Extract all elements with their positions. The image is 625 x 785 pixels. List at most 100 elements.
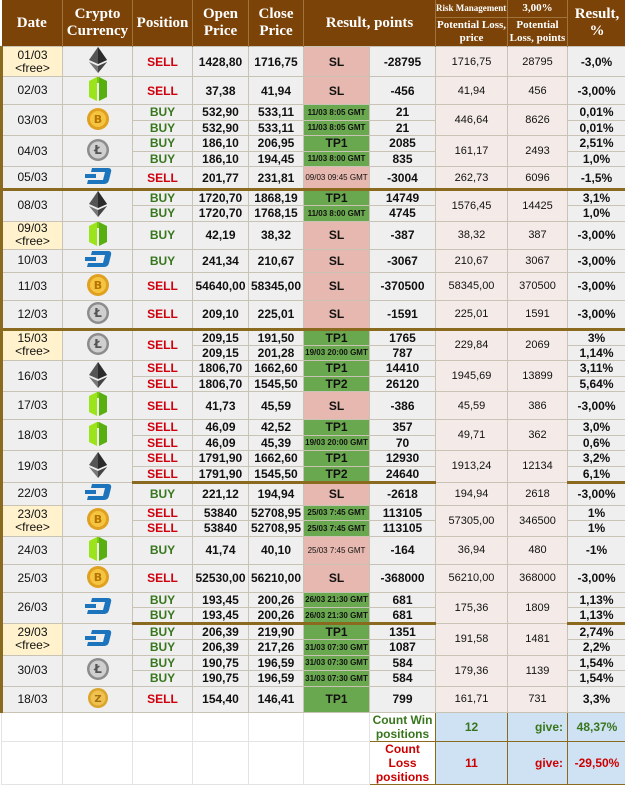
result-status: 31/03 07:30 GMT — [304, 655, 370, 671]
potential-loss-price: 161,71 — [436, 686, 508, 712]
header-open-price: Open Price — [193, 0, 249, 47]
result-status: SL — [304, 221, 370, 249]
date-text: 29/03 — [17, 625, 47, 639]
position-buy: BUY — [133, 136, 193, 152]
close-price: 200,26 — [249, 592, 304, 608]
open-price: 46,09 — [193, 435, 249, 451]
result-points: 2085 — [370, 136, 436, 152]
close-price: 194,94 — [249, 482, 304, 505]
result-pct: -3,0% — [568, 47, 625, 77]
date-text: 04/03 — [17, 144, 47, 158]
close-price: 217,26 — [249, 640, 304, 656]
open-price: 53840 — [193, 521, 249, 537]
date-text: 23/03 — [17, 507, 47, 521]
result-status: SL — [304, 272, 370, 300]
result-points: 12930 — [370, 451, 436, 467]
position-sell: SELL — [133, 272, 193, 300]
potential-loss-price: 41,94 — [436, 77, 508, 105]
result-points: 26120 — [370, 376, 436, 392]
date-text: 15/03 — [17, 331, 47, 345]
loss-give-pct: -29,50% — [568, 741, 625, 784]
svg-text:B: B — [93, 513, 101, 526]
potential-loss-price: 194,94 — [436, 482, 508, 505]
potential-loss-points: 8626 — [508, 105, 568, 136]
result-points: 4745 — [370, 206, 436, 222]
result-pct: 1% — [568, 521, 625, 537]
trade-date: 17/03 — [2, 392, 63, 420]
position-sell: SELL — [133, 361, 193, 377]
coin-cell — [63, 420, 133, 451]
count-loss-label: Count Loss positions — [370, 741, 436, 784]
result-pct: 1,54% — [568, 671, 625, 687]
result-pct: 2,74% — [568, 624, 625, 640]
position-buy: BUY — [133, 190, 193, 206]
close-price: 201,28 — [249, 345, 304, 361]
result-status: 19/03 20:00 GMT — [304, 345, 370, 361]
neo-icon — [87, 235, 109, 249]
result-points: 1087 — [370, 640, 436, 656]
result-status: 25/03 7:45 GMT — [304, 536, 370, 564]
potential-loss-points: 1481 — [508, 624, 568, 656]
result-points: 14410 — [370, 361, 436, 377]
potential-loss-points: 2493 — [508, 136, 568, 167]
neo-icon — [87, 435, 109, 449]
coin-cell — [63, 451, 133, 483]
potential-loss-price: 225,01 — [436, 300, 508, 329]
bitcoin-icon: B — [86, 286, 110, 300]
coin-cell — [63, 167, 133, 190]
potential-loss-points: 1809 — [508, 592, 568, 624]
open-price: 1791,90 — [193, 466, 249, 482]
result-status: TP1 — [304, 329, 370, 345]
free-tag: <free> — [15, 638, 50, 652]
result-pct: 3,1% — [568, 190, 625, 206]
close-price: 191,50 — [249, 329, 304, 345]
result-points: 357 — [370, 420, 436, 436]
trade-date: 18/03 — [2, 420, 63, 451]
close-price: 533,11 — [249, 105, 304, 121]
result-pct: 1% — [568, 505, 625, 521]
potential-loss-price: 191,58 — [436, 624, 508, 656]
coin-cell: B — [63, 272, 133, 300]
position-buy: BUY — [133, 221, 193, 249]
close-price: 210,67 — [249, 249, 304, 272]
coin-cell: Ł — [63, 136, 133, 167]
position-buy: BUY — [133, 105, 193, 121]
ethereum-icon — [89, 467, 107, 481]
position-sell: SELL — [133, 521, 193, 537]
result-pct: 2,2% — [568, 640, 625, 656]
svg-text:Z: Z — [94, 694, 101, 705]
date-text: 24/03 — [17, 543, 47, 557]
close-price: 45,39 — [249, 435, 304, 451]
coin-cell — [63, 361, 133, 392]
potential-loss-price: 446,64 — [436, 105, 508, 136]
coin-cell — [63, 190, 133, 222]
open-price: 1720,70 — [193, 190, 249, 206]
result-pct: 6,1% — [568, 466, 625, 482]
potential-loss-price: 1576,45 — [436, 190, 508, 222]
trade-date: 18/03 — [2, 686, 63, 712]
risk-management-value: 3,00% — [508, 0, 568, 18]
coin-cell — [63, 482, 133, 505]
summary-section: Count Win positions 12 give: 48,37% Coun… — [2, 712, 625, 784]
open-price: 209,15 — [193, 345, 249, 361]
potential-loss-price: 175,36 — [436, 592, 508, 624]
potential-loss-price: 161,17 — [436, 136, 508, 167]
open-price: 1806,70 — [193, 376, 249, 392]
coin-cell — [63, 77, 133, 105]
close-price: 1662,60 — [249, 451, 304, 467]
trade-date: 04/03 — [2, 136, 63, 167]
result-pct: -1,5% — [568, 167, 625, 190]
position-buy: BUY — [133, 608, 193, 624]
result-points: -456 — [370, 77, 436, 105]
result-pct: 3,3% — [568, 686, 625, 712]
position-buy: BUY — [133, 536, 193, 564]
